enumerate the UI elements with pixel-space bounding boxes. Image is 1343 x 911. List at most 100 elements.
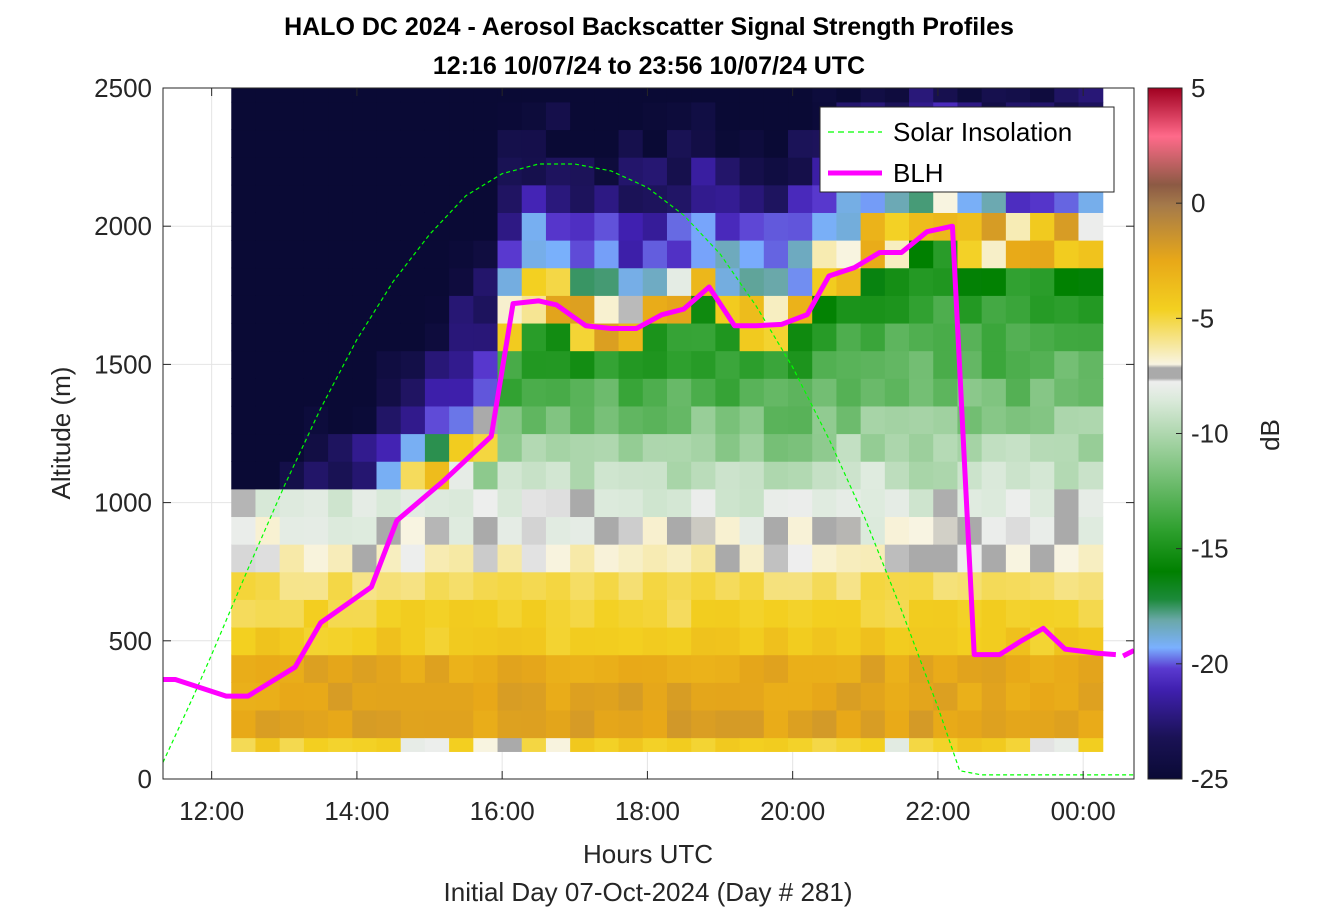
heatmap-cell: [884, 544, 910, 573]
heatmap-cell: [231, 516, 257, 545]
heatmap-cell: [812, 571, 838, 600]
heatmap-cell: [1030, 682, 1055, 711]
heatmap-cell: [231, 737, 257, 752]
heatmap-cell: [328, 101, 353, 131]
heatmap-cell: [763, 709, 789, 739]
heatmap-cell: [473, 101, 499, 131]
heatmap-cell: [788, 599, 813, 628]
heatmap-cell: [328, 267, 353, 296]
heatmap-cell: [376, 488, 402, 518]
heatmap-cell: [933, 599, 959, 628]
heatmap-cell: [279, 571, 305, 600]
heatmap-cell: [376, 571, 402, 600]
heatmap-cell: [570, 405, 595, 435]
heatmap-cell: [376, 295, 402, 324]
heatmap-cell: [594, 129, 620, 158]
heatmap-cell: [352, 267, 378, 296]
heatmap-cell: [473, 682, 499, 711]
heatmap-cell: [424, 378, 450, 407]
heatmap-cell: [715, 654, 741, 683]
heatmap-cell: [715, 709, 741, 739]
heatmap-cell: [788, 405, 813, 435]
heatmap-cell: [545, 571, 571, 600]
heatmap-cell: [618, 101, 644, 131]
heatmap-cell: [400, 544, 426, 573]
heatmap-cell: [303, 88, 329, 103]
heatmap-cell: [788, 184, 813, 213]
heatmap-cell: [860, 433, 886, 462]
heatmap-cell: [933, 350, 959, 379]
colorbar-ticks: 5 0 -5 -10 -15 -20 -25: [1176, 73, 1229, 794]
heatmap-cell: [231, 295, 257, 324]
heatmap-cell: [424, 350, 450, 379]
heatmap-cell: [521, 405, 547, 435]
heatmap-cell: [860, 571, 886, 600]
heatmap-cell: [497, 516, 523, 545]
heatmap-cell: [933, 626, 959, 656]
heatmap-cell: [1005, 516, 1031, 545]
heatmap-cell: [570, 350, 595, 379]
heatmap-cell: [763, 88, 789, 103]
heatmap-cell: [400, 737, 426, 752]
heatmap-cell: [570, 682, 595, 711]
heatmap-cell: [1078, 709, 1104, 739]
heatmap-cell: [642, 322, 668, 352]
heatmap-cell: [1005, 544, 1031, 573]
heatmap-cell: [812, 378, 838, 407]
heatmap-cell: [739, 737, 765, 752]
heatmap-cell: [328, 157, 353, 186]
heatmap-cell: [691, 88, 716, 103]
heatmap-cell: [715, 461, 741, 490]
heatmap-cell: [400, 709, 426, 739]
heatmap-cell: [812, 212, 838, 241]
heatmap-cell: [279, 433, 305, 462]
heatmap-cell: [473, 184, 499, 213]
heatmap-cell: [328, 461, 353, 490]
heatmap-cell: [473, 516, 499, 545]
heatmap-cell: [570, 737, 595, 752]
heatmap-cell: [231, 322, 257, 352]
heatmap-cell: [739, 599, 765, 628]
heatmap-cell: [666, 157, 692, 186]
heatmap-cell: [545, 709, 571, 739]
heatmap-cell: [328, 709, 353, 739]
legend-box: [819, 106, 1115, 193]
heatmap-cell: [763, 212, 789, 241]
heatmap-cell: [739, 240, 765, 269]
heatmap-cell: [739, 516, 765, 545]
heatmap-cell: [400, 267, 426, 296]
heatmap-cell: [1054, 488, 1080, 518]
heatmap-cell: [303, 654, 329, 683]
heatmap-cell: [715, 88, 741, 103]
heatmap-cell: [739, 350, 765, 379]
heatmap-cell: [449, 350, 474, 379]
heatmap-cell: [715, 488, 741, 518]
heatmap-cell: [545, 626, 571, 656]
heatmap-cell: [328, 405, 353, 435]
heatmap-cell: [594, 626, 620, 656]
heatmap-cell: [376, 240, 402, 269]
heatmap-cell: [255, 626, 281, 656]
heatmap-cell: [1054, 682, 1080, 711]
heatmap-cell: [400, 212, 426, 241]
heatmap-cell: [812, 516, 838, 545]
heatmap-cell: [642, 350, 668, 379]
heatmap-cell: [1078, 599, 1104, 628]
heatmap-cell: [715, 350, 741, 379]
heatmap-cell: [473, 544, 499, 573]
heatmap-cell: [570, 488, 595, 518]
heatmap-cell: [594, 240, 620, 269]
heatmap-cell: [763, 295, 789, 324]
heatmap-cell: [376, 737, 402, 752]
heatmap-cell: [473, 322, 499, 352]
heatmap-cell: [1030, 267, 1055, 296]
heatmap-cell: [449, 295, 474, 324]
heatmap-cell: [1030, 433, 1055, 462]
heatmap-cell: [763, 157, 789, 186]
heatmap-cell: [763, 240, 789, 269]
heatmap-cell: [836, 709, 862, 739]
heatmap-cell: [715, 571, 741, 600]
heatmap-cell: [376, 405, 402, 435]
heatmap-cell: [424, 626, 450, 656]
